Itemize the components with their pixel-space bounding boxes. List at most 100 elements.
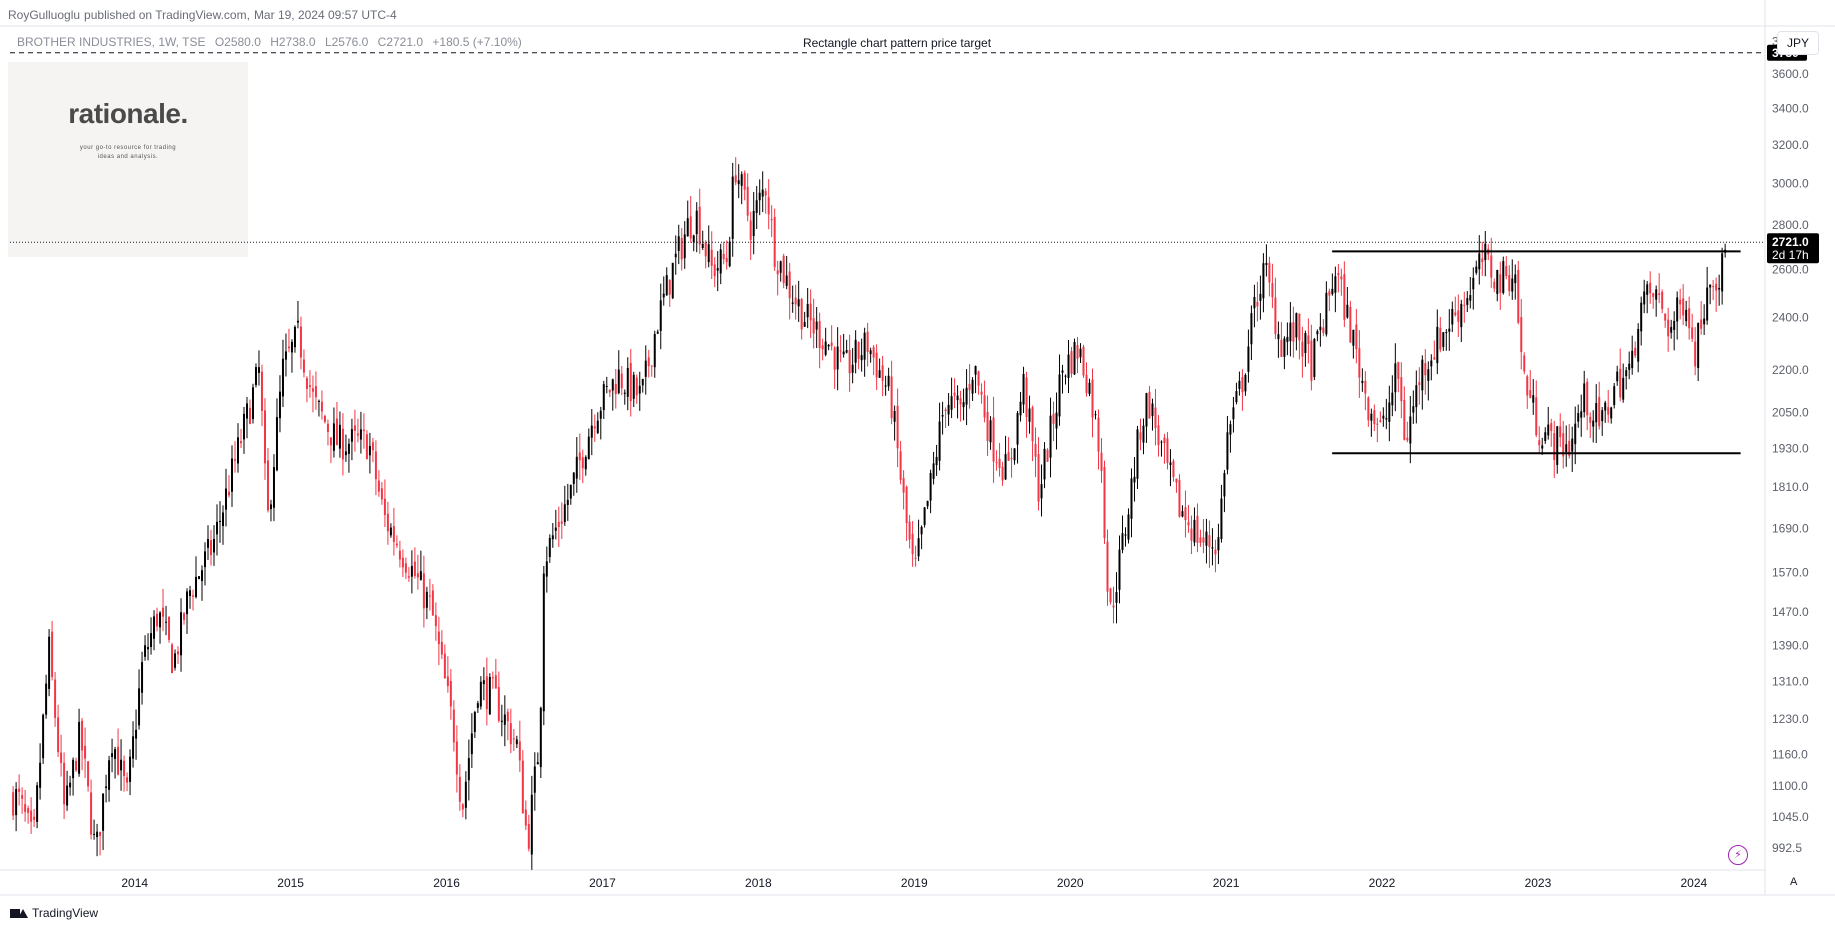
candle-body [1577, 413, 1580, 422]
candle-body [419, 571, 422, 580]
candle-body [941, 415, 944, 417]
x-tick-label: 2020 [1057, 876, 1084, 890]
candle-body [1583, 383, 1586, 413]
candle-body [1649, 282, 1652, 294]
tradingview-logo-icon[interactable] [10, 907, 28, 919]
candle [1577, 404, 1580, 428]
candle-body [983, 395, 986, 418]
candle-body [506, 711, 509, 722]
candle [135, 709, 138, 760]
candle-body [1406, 437, 1409, 441]
candle [1700, 301, 1703, 335]
candle [51, 620, 54, 681]
lightning-icon[interactable]: ⚡ [1728, 845, 1748, 865]
candle [1643, 279, 1646, 314]
candle-body [554, 527, 557, 531]
candle-body [434, 615, 437, 627]
candle [575, 437, 578, 493]
candle [995, 450, 998, 471]
candle [362, 413, 365, 449]
candle-body [563, 504, 566, 523]
candle-body [1289, 322, 1292, 342]
candle [725, 240, 728, 270]
candle [440, 630, 443, 660]
currency-selector[interactable]: JPY [1777, 31, 1819, 55]
x-axis[interactable]: 2014 2015 2016 2017 2018 2019 2020 2021 2022 2023… [121, 876, 1707, 890]
candle-body [1109, 588, 1112, 603]
candle-body [785, 275, 788, 286]
auto-scale-button[interactable]: A [1790, 876, 1798, 888]
candle [102, 793, 105, 851]
symbol-name[interactable]: BROTHER INDUSTRIES, 1W, TSE [17, 35, 206, 49]
candle [1376, 417, 1379, 443]
x-tick-label: 2014 [121, 876, 148, 890]
candle [950, 377, 953, 419]
candle-body [722, 253, 725, 260]
candle-body [230, 458, 233, 492]
candle [935, 444, 938, 476]
candle-body [869, 350, 872, 355]
candle [437, 616, 440, 666]
candle-body [374, 451, 377, 480]
candle [404, 557, 407, 580]
publish-date: Mar 19, 2024 09:57 UTC-4 [253, 8, 397, 22]
candle [1472, 267, 1475, 310]
candle-body [1025, 377, 1028, 418]
candle [656, 329, 659, 335]
candle-body [1022, 373, 1025, 405]
candle-body [45, 683, 48, 715]
candle-body [824, 341, 827, 355]
candle [1217, 523, 1220, 565]
candle [650, 365, 653, 377]
y-axis[interactable]: 992.5 1045.0 1100.0 1160.0 1230.0 1310.0 1390.… [1767, 35, 1819, 855]
candle [1094, 410, 1097, 420]
logo-tagline-line-1: your go-to resource for trading [79, 145, 177, 151]
candle [1016, 410, 1019, 464]
candle [1382, 407, 1385, 427]
candle-body [530, 794, 533, 855]
candle [1031, 405, 1034, 462]
candle-body [1514, 274, 1517, 284]
candle [1670, 319, 1673, 339]
candle-body [1634, 347, 1637, 356]
candle [1538, 426, 1541, 455]
candle [413, 547, 416, 579]
candle [647, 349, 650, 378]
candle-body [596, 420, 599, 434]
candle [773, 208, 776, 271]
target-label: Rectangle chart pattern price target [803, 36, 992, 50]
candle-body [794, 297, 797, 305]
author-name[interactable]: RoyGulluoglu [8, 8, 81, 22]
candle [45, 674, 48, 719]
candle-body [1106, 541, 1109, 592]
candle [1265, 244, 1268, 277]
candle [1193, 507, 1196, 547]
candle-body [1619, 368, 1622, 398]
candle [605, 376, 608, 394]
candle [518, 720, 521, 772]
footer-brand[interactable]: TradingView [32, 906, 99, 920]
candle-body [608, 389, 611, 393]
candle-body [1397, 362, 1400, 379]
candle-body [30, 810, 33, 822]
candle [1238, 371, 1241, 396]
candle [1685, 300, 1688, 327]
candle [1475, 260, 1478, 275]
candle [36, 782, 39, 829]
candle-body [485, 676, 488, 710]
candle [180, 598, 183, 672]
candle-body [1670, 327, 1673, 333]
candle [680, 228, 683, 271]
candle-body [587, 436, 590, 460]
candle [863, 327, 866, 377]
candle [1235, 382, 1238, 405]
candle [1637, 323, 1640, 373]
candle [1199, 529, 1202, 547]
candle-body [971, 379, 974, 394]
candle [734, 157, 737, 186]
candle [24, 789, 27, 822]
candle-body [395, 543, 398, 546]
candle-body [1601, 410, 1604, 422]
candle [1511, 259, 1514, 300]
